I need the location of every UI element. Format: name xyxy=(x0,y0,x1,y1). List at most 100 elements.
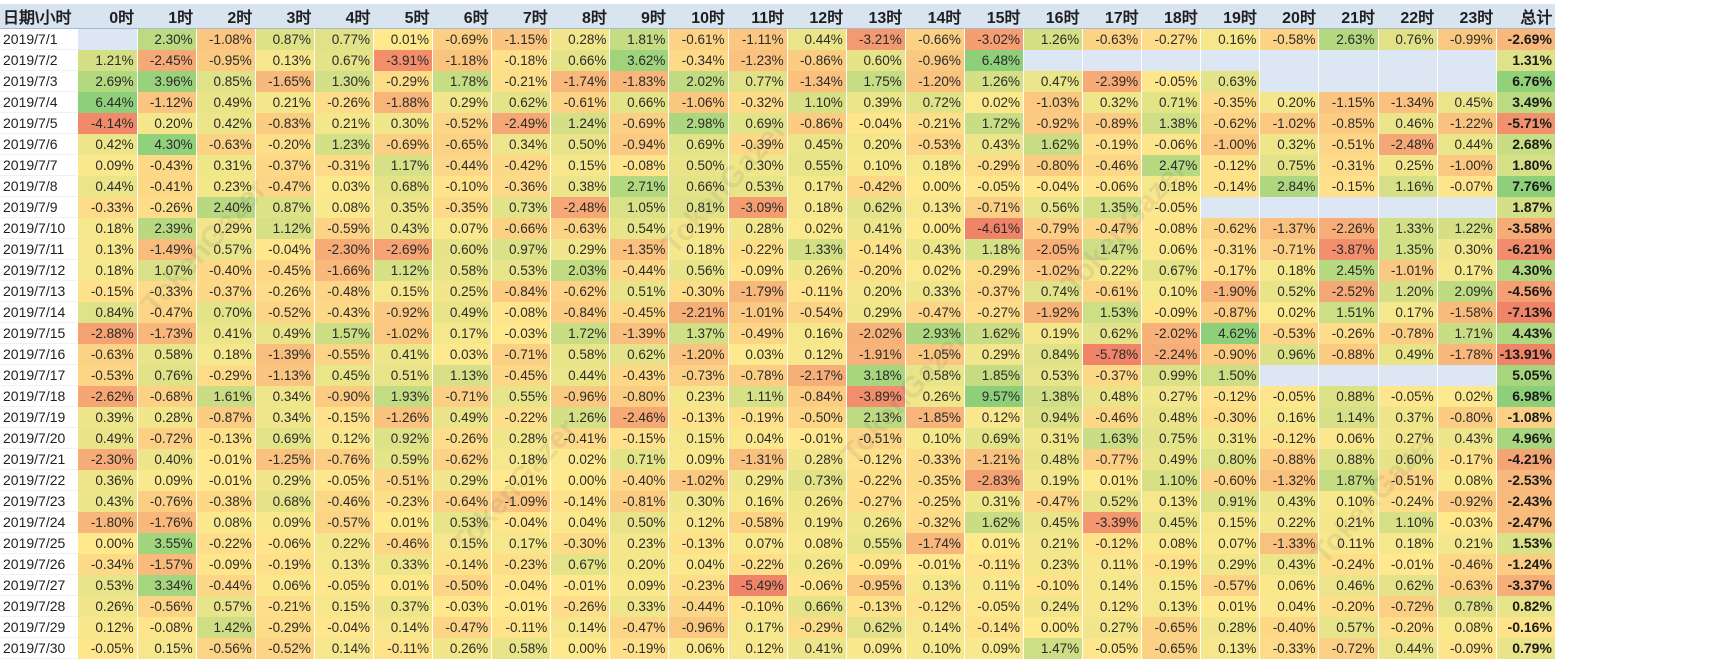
heatmap-cell: 0.62% xyxy=(1082,322,1143,344)
heatmap-cell: 0.42% xyxy=(78,133,138,155)
heatmap-cell: 1.22% xyxy=(1437,217,1497,239)
heatmap-cell: 0.48% xyxy=(1141,406,1202,428)
heatmap-cell: 0.41% xyxy=(846,217,906,239)
heatmap-cell: 1.07% xyxy=(137,259,197,281)
heatmap-cell: 1.17% xyxy=(373,154,434,176)
heatmap-cell: 0.84% xyxy=(78,301,138,323)
heatmap-cell: 0.11% xyxy=(1082,553,1143,575)
heatmap-cell: 1.10% xyxy=(1141,469,1202,491)
table-row: 2019/7/28 0.26% -0.56% 0.57% -0.21% 0.15% 0.37… xyxy=(0,595,1556,617)
heatmap-cell: 0.12% xyxy=(728,637,788,659)
heatmap-cell: 0.35% xyxy=(373,196,434,218)
heatmap-cell: 0.73% xyxy=(787,469,847,491)
heatmap-cell: -0.12% xyxy=(1082,532,1143,554)
heatmap-cell: 0.57% xyxy=(196,595,256,617)
heatmap-cell: -0.78% xyxy=(1378,322,1438,344)
heatmap-cell: -3.89% xyxy=(846,385,906,407)
heatmap-cell: -0.09% xyxy=(728,259,788,281)
heatmap-cell: 1.62% xyxy=(964,322,1025,344)
heatmap-cell: -0.47% xyxy=(1023,490,1084,512)
heatmap-cell: 0.43% xyxy=(373,217,434,239)
heatmap-cell: -0.63% xyxy=(196,133,256,155)
heatmap-cell: -0.14% xyxy=(964,616,1025,638)
heatmap-cell: 0.15% xyxy=(668,427,729,449)
heatmap-cell: 0.31% xyxy=(196,154,256,176)
heatmap-cell: -0.61% xyxy=(668,28,729,50)
heatmap-cell: 0.33% xyxy=(609,595,670,617)
heatmap-cell: -0.23% xyxy=(491,553,552,575)
heatmap-cell: -0.85% xyxy=(1318,112,1379,134)
heatmap-cell: -0.45% xyxy=(255,259,315,281)
heatmap-cell: 0.87% xyxy=(255,28,315,50)
heatmap-cell: -0.29% xyxy=(964,259,1025,281)
heatmap-cell: 0.01% xyxy=(1200,595,1261,617)
heatmap-cell: 0.09% xyxy=(78,154,138,176)
heatmap-body: 2019/7/1 2.30% -1.08% 0.87% 0.77% 0.01% -0.69%… xyxy=(0,28,1556,659)
heatmap-cell: -0.86% xyxy=(787,112,847,134)
heatmap-cell: -0.21% xyxy=(255,595,315,617)
heatmap-cell: -0.22% xyxy=(728,553,788,575)
heatmap-cell: -0.52% xyxy=(255,301,315,323)
heatmap-cell: 0.34% xyxy=(255,406,315,428)
hour-column-header: 4时 xyxy=(314,4,374,29)
heatmap-cell: -1.83% xyxy=(609,70,670,92)
table-row: 2019/7/30 -0.05% 0.15% -0.56% -0.52% 0.14% -0.… xyxy=(0,637,1556,659)
heatmap-cell: 0.68% xyxy=(255,490,315,512)
heatmap-cell: -1.34% xyxy=(1378,91,1438,113)
heatmap-cell: 1.11% xyxy=(728,385,788,407)
heatmap-cell: 2.45% xyxy=(1318,259,1379,281)
heatmap-cell: -0.03% xyxy=(491,322,552,344)
heatmap-cell: -1.31% xyxy=(728,448,788,470)
heatmap-cell: -0.34% xyxy=(668,49,729,71)
heatmap-cell: -0.71% xyxy=(491,343,552,365)
total-cell: 5.05% xyxy=(1496,364,1556,386)
heatmap-cell: -0.23% xyxy=(668,574,729,596)
heatmap-cell: -2.49% xyxy=(491,112,552,134)
heatmap-cell xyxy=(1378,364,1438,386)
heatmap-cell: -1.00% xyxy=(1200,133,1261,155)
heatmap-cell: -0.20% xyxy=(846,259,906,281)
heatmap-cell: 2.09% xyxy=(1437,280,1497,302)
heatmap-cell: -0.20% xyxy=(255,133,315,155)
heatmap-cell: 0.12% xyxy=(1082,595,1143,617)
heatmap-cell: 0.73% xyxy=(491,196,552,218)
hour-column-header: 0时 xyxy=(78,4,138,29)
heatmap-cell: -0.19% xyxy=(255,553,315,575)
heatmap-cell: -0.29% xyxy=(787,616,847,638)
heatmap-cell: -0.05% xyxy=(1259,385,1320,407)
heatmap-cell: 1.10% xyxy=(1378,511,1438,533)
heatmap-cell: -0.09% xyxy=(1141,301,1202,323)
heatmap-cell: -0.35% xyxy=(905,469,965,491)
table-row: 2019/7/13 -0.15% -0.33% -0.37% -0.26% -0.48% 0… xyxy=(0,280,1556,302)
heatmap-cell: 0.09% xyxy=(846,637,906,659)
heatmap-cell: 0.19% xyxy=(787,511,847,533)
heatmap-cell: 0.56% xyxy=(668,259,729,281)
heatmap-cell: -2.24% xyxy=(1141,343,1202,365)
total-cell: -4.56% xyxy=(1496,280,1556,302)
heatmap-cell: 0.67% xyxy=(550,553,611,575)
heatmap-cell: -2.02% xyxy=(1141,322,1202,344)
heatmap-cell: 3.18% xyxy=(846,364,906,386)
heatmap-cell: -0.08% xyxy=(1141,217,1202,239)
heatmap-cell: 0.13% xyxy=(1141,490,1202,512)
row-date-label: 2019/7/23 xyxy=(0,490,78,512)
row-date-label: 2019/7/8 xyxy=(0,175,78,197)
heatmap-cell: -0.80% xyxy=(609,385,670,407)
row-date-label: 2019/7/19 xyxy=(0,406,78,428)
heatmap-cell: 0.88% xyxy=(1318,385,1379,407)
heatmap-cell: -1.74% xyxy=(550,70,611,92)
heatmap-cell: 0.43% xyxy=(78,490,138,512)
heatmap-cell: 1.93% xyxy=(373,385,434,407)
heatmap-cell: -0.10% xyxy=(432,175,493,197)
heatmap-cell xyxy=(1378,49,1438,71)
heatmap-cell: -0.53% xyxy=(1259,322,1320,344)
heatmap-cell: -2.05% xyxy=(1023,238,1084,260)
hour-column-header: 5时 xyxy=(373,4,433,29)
heatmap-cell: 0.33% xyxy=(905,280,965,302)
heatmap-cell: 0.19% xyxy=(1023,469,1084,491)
total-cell: 6.98% xyxy=(1496,385,1556,407)
heatmap-cell: 0.14% xyxy=(905,616,965,638)
row-date-label: 2019/7/25 xyxy=(0,532,78,554)
heatmap-cell: 0.58% xyxy=(432,259,493,281)
heatmap-cell: -0.71% xyxy=(432,385,493,407)
